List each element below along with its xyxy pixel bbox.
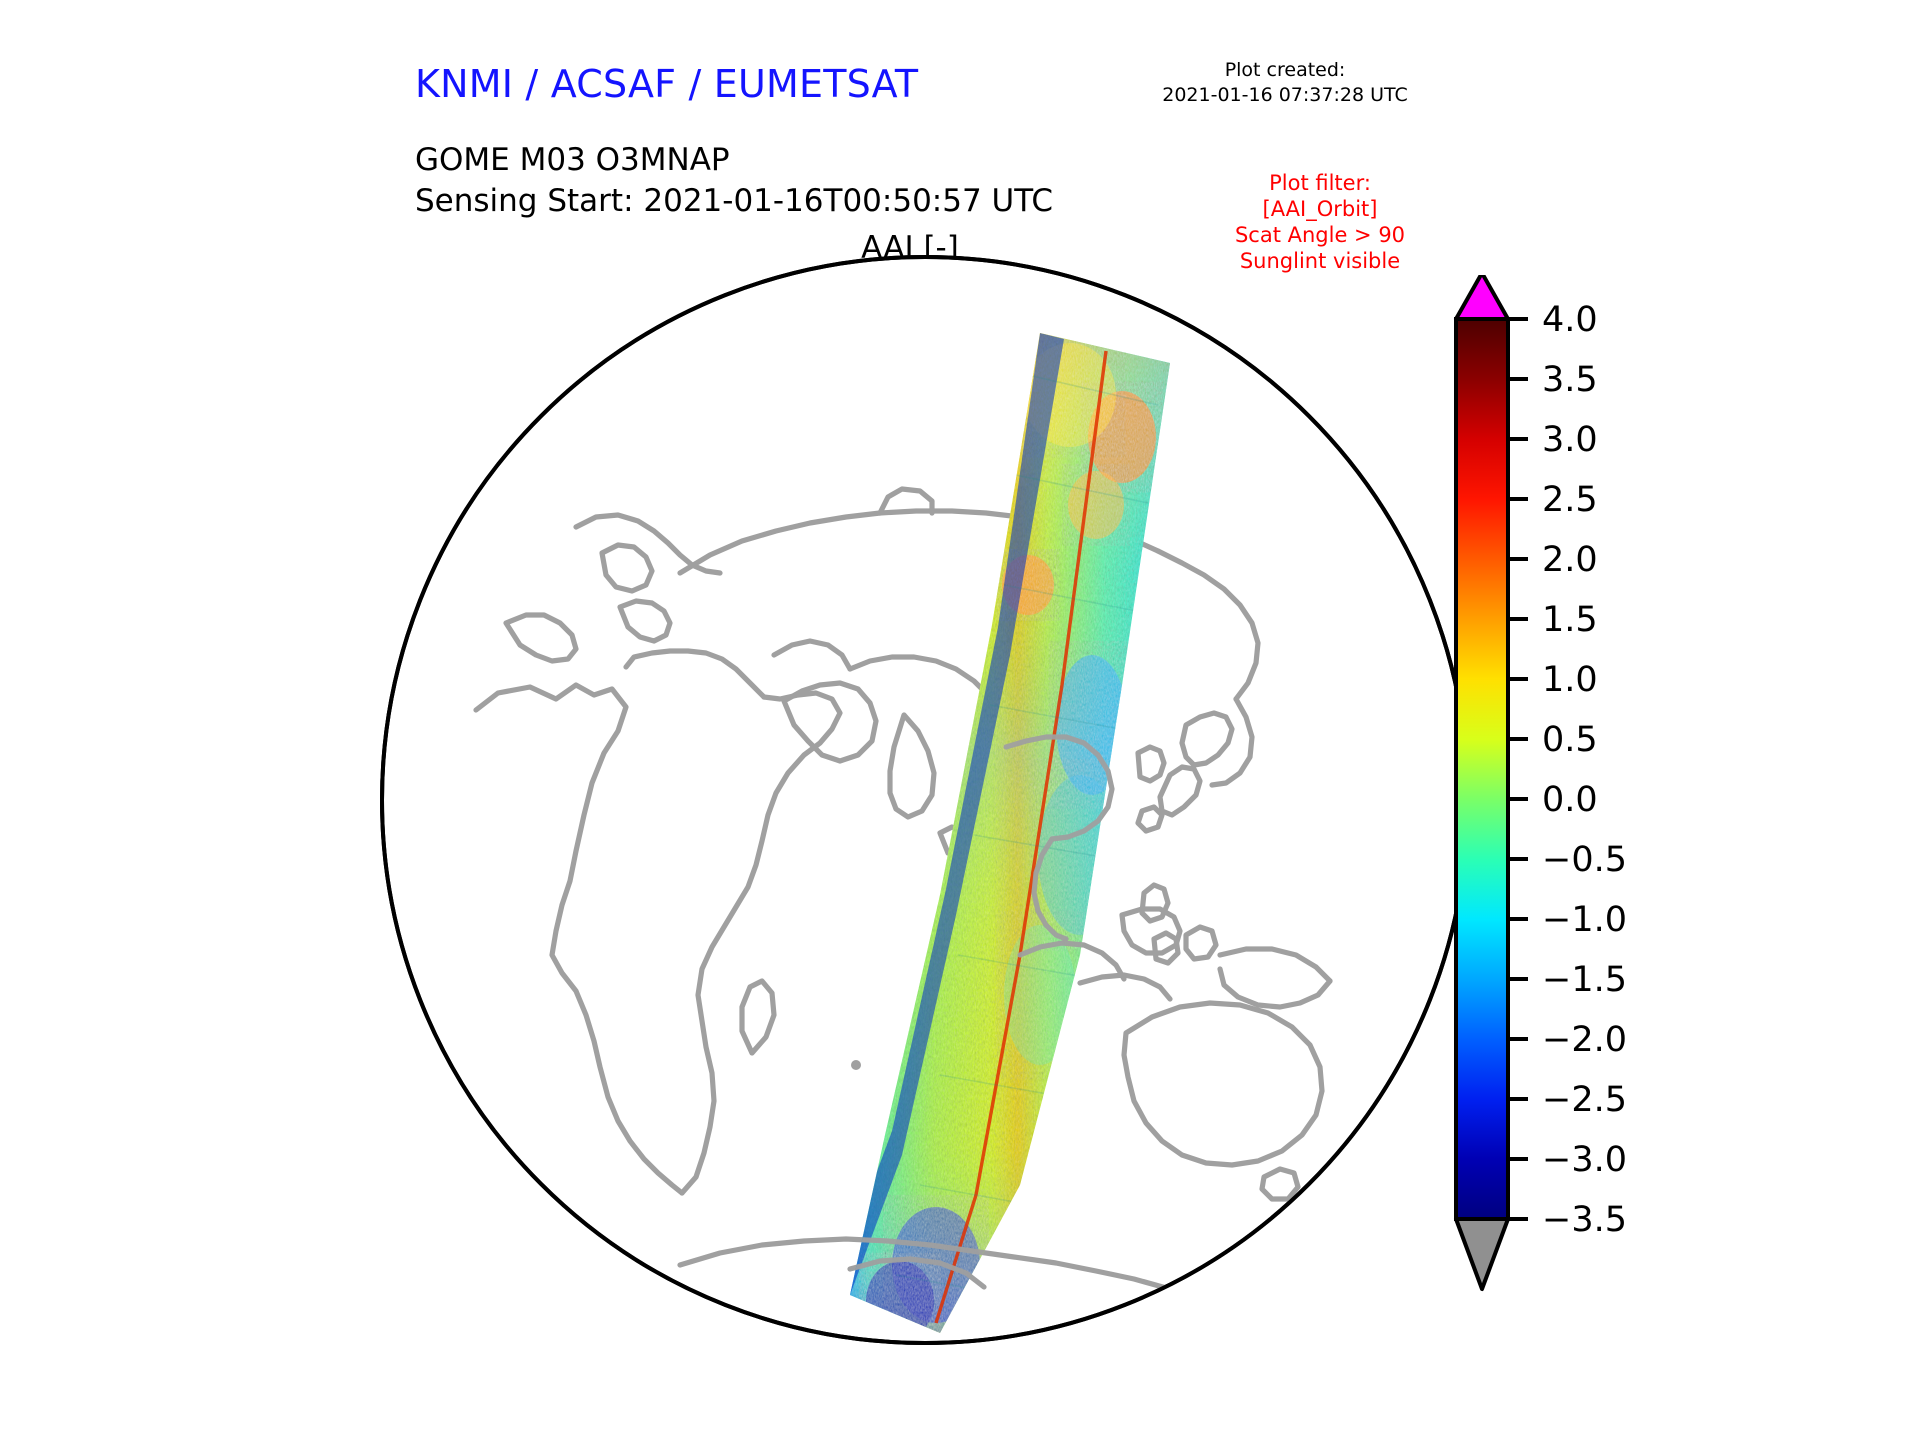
coastline-new-guinea-south bbox=[1217, 966, 1333, 1010]
plot-filter-label: Plot filter: bbox=[1269, 171, 1371, 195]
plot-created-block: Plot created: 2021-01-16 07:37:28 UTC bbox=[1100, 58, 1470, 108]
map-panel bbox=[380, 255, 1470, 1345]
globe-orthographic-projection bbox=[380, 255, 1470, 1345]
organisation-title: KNMI / ACSAF / EUMETSAT bbox=[415, 62, 919, 106]
colorbar-under-range-arrow bbox=[1454, 1217, 1510, 1291]
colorbar-gradient bbox=[1456, 319, 1508, 1219]
swath-negative-philippines bbox=[1056, 655, 1128, 795]
colorbar-tick-label: 3.5 bbox=[1542, 360, 1598, 400]
coastline-north-africa bbox=[623, 648, 767, 700]
coastline-arabia bbox=[781, 680, 879, 764]
swath-hotspot-okhotsk bbox=[1068, 471, 1124, 539]
coastline-scandinavia bbox=[599, 542, 655, 594]
product-info-block: GOME M03 O3MNAP Sensing Start: 2021-01-1… bbox=[415, 140, 1053, 222]
colorbar-tick-label: 2.5 bbox=[1542, 480, 1598, 520]
coastline-java bbox=[1077, 972, 1173, 1002]
coastline-kamchatka bbox=[1209, 696, 1255, 788]
colorbar-panel: 4.0 3.5 3.0 2.5 2.0 1.5 1.0 0.5 0.0 −0.5 −1.0 −1.5 −… bbox=[1430, 275, 1730, 1305]
colorbar-tick-label: 0.5 bbox=[1542, 720, 1598, 760]
coastline-iberia bbox=[503, 612, 579, 664]
coastline-mindanao bbox=[1151, 930, 1181, 966]
colorbar-tick-label: −1.5 bbox=[1542, 960, 1627, 1000]
colorbar-tick-label: −2.0 bbox=[1542, 1020, 1627, 1060]
colorbar-over-range-arrow bbox=[1454, 275, 1510, 321]
coastline-new-zealand-north bbox=[1377, 1106, 1417, 1146]
coastline-persian-gulf bbox=[771, 638, 853, 672]
swath-west-edge-stripe bbox=[850, 333, 1064, 1295]
colorbar: 4.0 3.5 3.0 2.5 2.0 1.5 1.0 0.5 0.0 −0.5 −1.0 −1.5 −… bbox=[1454, 275, 1627, 1291]
colorbar-tick-label: 0.0 bbox=[1542, 780, 1598, 820]
colorbar-tick-label: 3.0 bbox=[1542, 420, 1598, 460]
coastline-tasmania bbox=[1259, 1166, 1301, 1202]
plot-filter-scat-angle: Scat Angle > 90 bbox=[1234, 223, 1406, 247]
coastline-japan-honshu bbox=[1157, 764, 1203, 818]
plot-filter-block: Plot filter: [AAI_Orbit] Scat Angle > 90… bbox=[1160, 170, 1480, 274]
coastline-madagascar bbox=[739, 978, 777, 1056]
colorbar-tick-label: −3.0 bbox=[1542, 1140, 1627, 1180]
coastline-europe-north bbox=[573, 512, 723, 576]
colorbar-tick-label: −0.5 bbox=[1542, 840, 1627, 880]
swath-mid-southern bbox=[1004, 925, 1076, 1065]
plot-filter-sunglint: Sunglint visible bbox=[1239, 249, 1401, 273]
colorbar-tick-label: 4.0 bbox=[1542, 300, 1598, 340]
sensing-start-line: Sensing Start: 2021-01-16T00:50:57 UTC bbox=[415, 183, 1053, 219]
colorbar-tick-label: 2.0 bbox=[1542, 540, 1598, 580]
coastline-japan-kyushu bbox=[1135, 804, 1165, 834]
coastline-africa-east bbox=[679, 690, 843, 1196]
coastline-novaya-zemlya bbox=[877, 486, 935, 516]
colorbar-tick-label: 1.0 bbox=[1542, 660, 1598, 700]
coastline-australia bbox=[1121, 1000, 1325, 1168]
plot-created-timestamp: 2021-01-16 07:37:28 UTC bbox=[1162, 84, 1408, 106]
coastline-africa-west bbox=[473, 682, 685, 1196]
colorbar-tick-label: −1.0 bbox=[1542, 900, 1627, 940]
colorbar-tick-label: −2.5 bbox=[1542, 1080, 1627, 1120]
coastline-far-east-russia bbox=[1155, 548, 1261, 702]
colorbar-tick-label: 1.5 bbox=[1542, 600, 1598, 640]
coastline-new-guinea-north bbox=[1217, 946, 1333, 984]
instrument-product-line: GOME M03 O3MNAP bbox=[415, 142, 730, 178]
coastline-japan-hokkaido bbox=[1179, 710, 1235, 768]
swath-scanlines bbox=[895, 374, 1159, 1298]
plot-created-label: Plot created: bbox=[1224, 59, 1346, 81]
colorbar-ticks: 4.0 3.5 3.0 2.5 2.0 1.5 1.0 0.5 0.0 −0.5 −1.0 −1.5 −… bbox=[1508, 300, 1627, 1240]
coastline-sulawesi bbox=[1183, 924, 1219, 962]
coastline-borneo bbox=[1119, 906, 1183, 956]
island-marker-1 bbox=[851, 1060, 861, 1070]
coastline-korea bbox=[1135, 744, 1167, 784]
coastline-mediterranean-europe bbox=[617, 598, 673, 644]
coastline-india bbox=[887, 712, 937, 820]
plot-filter-variable: [AAI_Orbit] bbox=[1262, 197, 1378, 221]
coastline-new-zealand-south bbox=[1395, 1142, 1429, 1178]
colorbar-tick-label: −3.5 bbox=[1542, 1200, 1627, 1240]
